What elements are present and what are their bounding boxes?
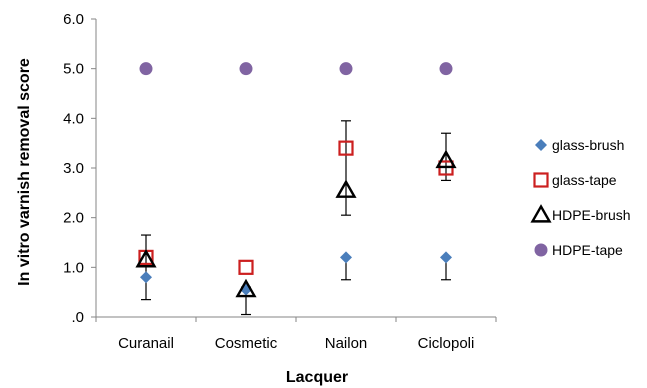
legend-label: HDPE-brush bbox=[552, 207, 631, 223]
error-bars bbox=[141, 120, 451, 316]
legend-item: glass-tape bbox=[533, 172, 617, 188]
legend-item: HDPE-tape bbox=[534, 242, 623, 258]
legend-label: HDPE-tape bbox=[552, 242, 623, 258]
legend-marker bbox=[530, 204, 552, 223]
data-point bbox=[339, 62, 353, 76]
x-tick-label: Cosmetic bbox=[215, 335, 278, 352]
legend-item: glass-brush bbox=[535, 137, 624, 153]
series-glass-brush bbox=[140, 251, 452, 296]
data-point bbox=[235, 278, 257, 298]
legend: glass-brush glass-tape HDPE-brush HDPE-tape bbox=[530, 137, 631, 258]
y-tick-label: 4.0 bbox=[63, 110, 84, 127]
x-axis-title: Lacquer bbox=[286, 369, 348, 386]
legend-marker bbox=[533, 172, 549, 188]
y-tick-label: 3.0 bbox=[63, 160, 84, 177]
data-point bbox=[135, 248, 157, 268]
axes: .0 1.0 2.0 3.0 4.0 5.0 6.0 Curanail Cosmetic Nail… bbox=[63, 11, 497, 352]
data-point bbox=[139, 62, 153, 76]
data-point bbox=[439, 62, 453, 76]
x-tick-label: Curanail bbox=[118, 335, 174, 352]
y-tick-label: .0 bbox=[71, 309, 84, 326]
series-glass-tape bbox=[138, 140, 454, 275]
data-point bbox=[338, 140, 354, 156]
error-bar bbox=[341, 120, 351, 216]
y-axis-title: In vitro varnish removal score bbox=[16, 58, 33, 286]
legend-marker bbox=[535, 139, 547, 151]
data-points bbox=[135, 62, 457, 298]
legend-marker bbox=[534, 243, 548, 257]
data-point bbox=[440, 251, 452, 264]
series-HDPE-tape bbox=[139, 62, 453, 76]
series-HDPE-brush bbox=[135, 149, 457, 298]
x-tick-label: Nailon bbox=[325, 335, 368, 352]
data-point bbox=[435, 149, 457, 169]
data-point bbox=[340, 251, 352, 264]
data-point bbox=[335, 179, 357, 198]
y-tick-label: 6.0 bbox=[63, 11, 84, 28]
data-point bbox=[239, 62, 253, 76]
data-point bbox=[238, 259, 254, 275]
data-point bbox=[140, 271, 152, 284]
legend-label: glass-brush bbox=[552, 137, 624, 153]
error-bar bbox=[441, 132, 451, 182]
y-tick-label: 5.0 bbox=[63, 61, 84, 78]
x-tick-label: Ciclopoli bbox=[418, 335, 475, 352]
y-tick-label: 1.0 bbox=[63, 259, 84, 276]
y-tick-label: 2.0 bbox=[63, 210, 84, 227]
legend-item: HDPE-brush bbox=[530, 204, 631, 223]
legend-label: glass-tape bbox=[552, 172, 617, 188]
